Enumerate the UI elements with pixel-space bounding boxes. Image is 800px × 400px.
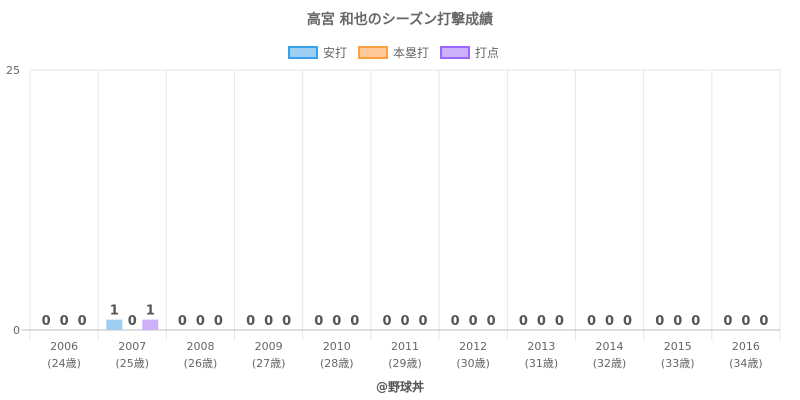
- data-label: 0: [60, 314, 69, 329]
- x-tick-age-label: (28歳): [320, 357, 354, 370]
- data-label: 0: [350, 314, 359, 329]
- y-tick-label: 0: [13, 324, 20, 337]
- data-label: 0: [587, 314, 596, 329]
- legend-label: 本塁打: [393, 46, 429, 60]
- bar: [142, 319, 159, 330]
- y-axis: 25 0: [6, 64, 20, 337]
- legend-item[interactable]: 打点: [440, 46, 499, 60]
- legend-label: 安打: [323, 45, 347, 60]
- data-label: 0: [400, 314, 409, 329]
- data-label: 0: [469, 314, 478, 329]
- legend-swatch: [440, 46, 470, 59]
- bars: [106, 319, 159, 330]
- x-tick-label: 2013: [527, 340, 555, 353]
- data-label: 0: [178, 314, 187, 329]
- data-label: 0: [623, 314, 632, 329]
- footer-credit: @野球丼: [376, 379, 424, 394]
- chart-title: 高宮 和也のシーズン打撃成績: [307, 11, 493, 28]
- x-tick-label: 2008: [186, 340, 214, 353]
- x-tick-label: 2006: [50, 340, 78, 353]
- data-label: 0: [741, 314, 750, 329]
- data-label: 0: [128, 314, 137, 329]
- data-label: 0: [723, 314, 732, 329]
- data-label: 0: [78, 314, 87, 329]
- legend: 安打 本塁打 打点: [288, 45, 499, 60]
- legend-label: 打点: [475, 46, 499, 60]
- data-label: 0: [655, 314, 664, 329]
- x-tick-age-label: (30歳): [456, 357, 490, 370]
- x-tick-label: 2014: [596, 340, 624, 353]
- data-label: 0: [537, 314, 546, 329]
- data-label: 0: [282, 314, 291, 329]
- data-label: 0: [246, 314, 255, 329]
- data-label: 0: [264, 314, 273, 329]
- legend-swatch: [288, 46, 318, 59]
- data-label: 1: [146, 304, 155, 319]
- data-label: 0: [332, 314, 341, 329]
- data-label: 0: [418, 314, 427, 329]
- x-tick-age-label: (26歳): [184, 357, 218, 370]
- data-label: 0: [673, 314, 682, 329]
- data-label: 0: [42, 314, 51, 329]
- x-tick-label: 2009: [255, 340, 283, 353]
- data-label: 0: [555, 314, 564, 329]
- data-label: 1: [110, 304, 119, 319]
- data-label: 0: [214, 314, 223, 329]
- y-tick-label: 25: [6, 64, 20, 77]
- x-tick-age-label: (32歳): [593, 357, 627, 370]
- data-label: 0: [759, 314, 768, 329]
- data-label: 0: [487, 314, 496, 329]
- data-label: 0: [605, 314, 614, 329]
- data-label: 0: [691, 314, 700, 329]
- x-tick-age-label: (24歳): [47, 357, 81, 370]
- data-label: 0: [382, 314, 391, 329]
- legend-item[interactable]: 本塁打: [358, 46, 429, 60]
- x-tick-label: 2010: [323, 340, 351, 353]
- x-tick-label: 2015: [664, 340, 692, 353]
- x-tick-age-label: (33歳): [661, 357, 695, 370]
- x-tick-label: 2016: [732, 340, 760, 353]
- x-tick-age-label: (34歳): [729, 357, 763, 370]
- x-tick-age-label: (31歳): [525, 357, 559, 370]
- x-tick-label: 2007: [118, 340, 146, 353]
- legend-swatch: [358, 46, 388, 59]
- grid: [22, 69, 781, 340]
- x-tick-age-label: (27歳): [252, 357, 286, 370]
- x-tick-label: 2011: [391, 340, 419, 353]
- x-tick-age-label: (29歳): [388, 357, 422, 370]
- x-axis: 2006 (24歳) 2007 (25歳) 2008 (26歳) 2009 (27歳) 2010…: [47, 340, 762, 370]
- bar: [106, 319, 123, 330]
- data-label: 0: [519, 314, 528, 329]
- data-label: 0: [196, 314, 205, 329]
- legend-item[interactable]: 安打: [288, 45, 347, 60]
- x-tick-label: 2012: [459, 340, 487, 353]
- x-tick-age-label: (25歳): [115, 357, 149, 370]
- data-label: 0: [314, 314, 323, 329]
- data-label: 0: [451, 314, 460, 329]
